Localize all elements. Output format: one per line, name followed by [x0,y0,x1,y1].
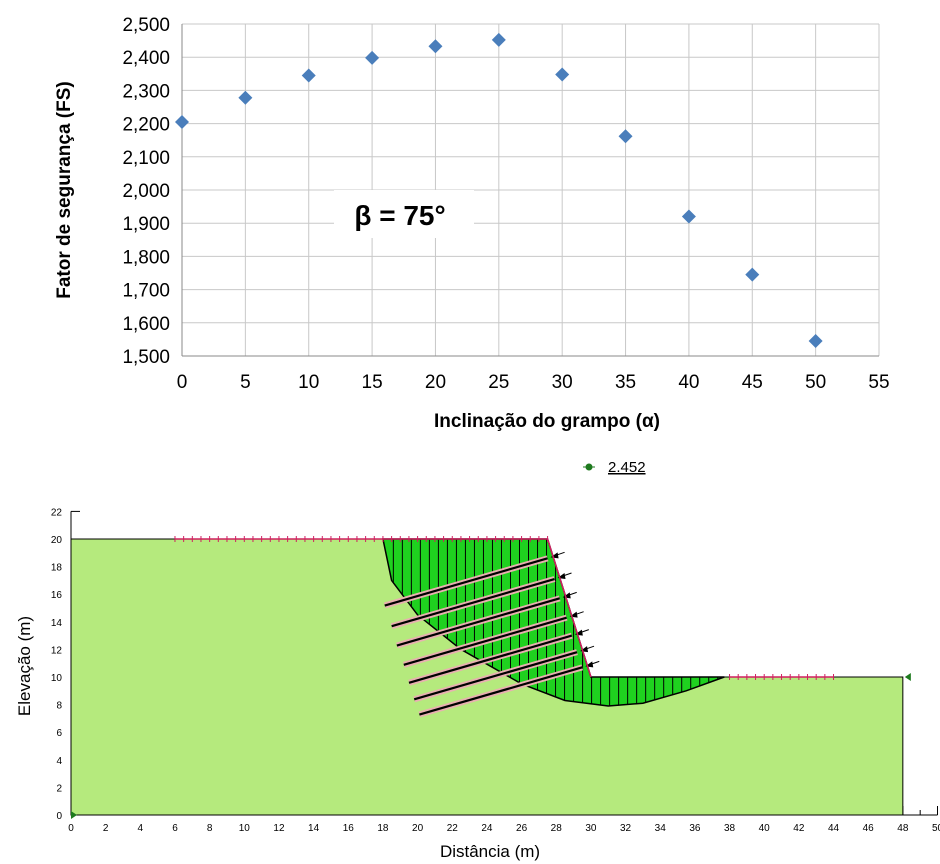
x-tick-label: 32 [620,823,632,834]
x-tick-label: 20 [412,823,424,834]
data-point [175,114,189,129]
x-tick-label: 6 [172,823,178,834]
x-tick-label: 30 [552,372,573,393]
y-tick-label: 1,900 [122,214,170,235]
point-marker [71,811,77,819]
x-tick-label: 2 [103,823,109,834]
y-axis-label: Elevação (m) [15,616,34,716]
fs-marker: 2.452 [583,459,646,476]
y-tick-label: 12 [51,645,63,656]
x-tick-label: 40 [678,372,699,393]
data-point [365,50,380,65]
x-tick-label: 42 [793,823,805,834]
x-axis-label: Distância (m) [440,842,540,861]
y-tick-label: 2 [56,783,62,794]
y-tick-label: 2,100 [122,148,170,169]
y-tick-label: 2,300 [122,81,170,102]
x-tick-label: 16 [343,823,355,834]
annotation-box [334,190,474,238]
data-point [618,129,633,144]
diagram-content [70,536,911,819]
nail [384,557,548,607]
nail [413,651,578,701]
x-tick-label: 8 [207,823,213,834]
y-tick-label: 1,800 [122,247,170,268]
x-tick-label: 26 [516,823,528,834]
data-point [238,90,253,105]
y-tick-label: 2,500 [122,15,170,36]
data-points [175,32,823,349]
y-tick-label: 4 [56,756,62,767]
x-tick-label: 14 [308,823,320,834]
data-point [555,67,570,82]
x-tick-label: 44 [828,823,840,834]
y-tick-label: 8 [56,701,62,712]
y-tick-label: 2,000 [122,181,170,202]
x-tick-label: 0 [177,372,188,393]
y-tick-label: 14 [51,618,63,629]
x-tick-label: 12 [273,823,285,834]
factor-of-safety-value: 2.452 [608,459,646,476]
x-tick-label: 40 [759,823,771,834]
y-tick-label: 1,700 [122,281,170,302]
x-tick-label: 34 [655,823,667,834]
data-point [491,32,506,47]
x-tick-label: 45 [742,372,763,393]
x-tick-label: 10 [239,823,251,834]
y-tick-label: 1,500 [122,347,170,368]
point-marker [904,673,911,681]
x-tick-label: 38 [724,823,736,834]
data-point [745,267,760,282]
data-point [681,209,696,224]
y-tick-label: 0 [56,811,62,822]
x-tick-label: 50 [805,372,826,393]
x-tick-label: 22 [447,823,459,834]
y-tick-label: 2,200 [122,115,170,136]
nail [391,577,555,628]
nail [419,666,583,716]
y-tick-label: 20 [51,535,63,546]
x-tick-label: 0 [68,823,74,834]
y-tick-label: 10 [51,673,63,684]
data-point [301,68,316,83]
x-tick-label: 28 [551,823,563,834]
x-tick-label: 15 [362,372,383,393]
data-point [808,334,823,349]
fs-scatter-chart: 0 5 10 15 20 25 30 35 40 45 50 55 1,500 1,600 1,700 1,8… [54,15,890,432]
facing-load-arrowhead [562,592,571,599]
x-tick-label: 55 [868,372,889,393]
x-tick-label: 30 [585,823,597,834]
x-tick-label: 24 [481,823,493,834]
y-tick-label: 2,400 [122,48,170,69]
nail [408,634,573,684]
y-tick-label: 6 [56,728,62,739]
x-tick-label: 4 [138,823,144,834]
slope-stability-diagram: 2.452 0 2 4 6 8 10 12 14 16 18 20 22 24 26 28 30 32 34 36 3… [15,459,940,861]
x-axis-label: Inclinação do grampo (α) [434,411,660,432]
data-point [428,39,443,54]
y-tick-label: 1,600 [122,314,170,335]
y-tick-label: 18 [51,563,63,574]
x-tick-label: 36 [689,823,701,834]
x-tick-label: 50 [932,823,940,834]
x-tick-label: 25 [488,372,509,393]
nail [403,616,567,666]
x-tick-label: 5 [240,372,251,393]
x-tick-label: 35 [615,372,636,393]
x-tick-label: 18 [377,823,389,834]
x-tick-label: 46 [863,823,875,834]
x-tick-label: 20 [425,372,446,393]
y-axis-label: Fator de segurança (FS) [54,81,75,299]
y-tick-label: 22 [51,507,63,518]
nail [396,597,561,647]
x-tick-label: 10 [298,372,319,393]
x-tick-label: 48 [897,823,909,834]
tick-labels: 0 5 10 15 20 25 30 35 40 45 50 55 1,500 1,600 1,700 1,8… [122,15,889,393]
beta-annotation: β = 75° [354,200,445,231]
y-tick-label: 16 [51,590,63,601]
slope-face [546,538,592,678]
